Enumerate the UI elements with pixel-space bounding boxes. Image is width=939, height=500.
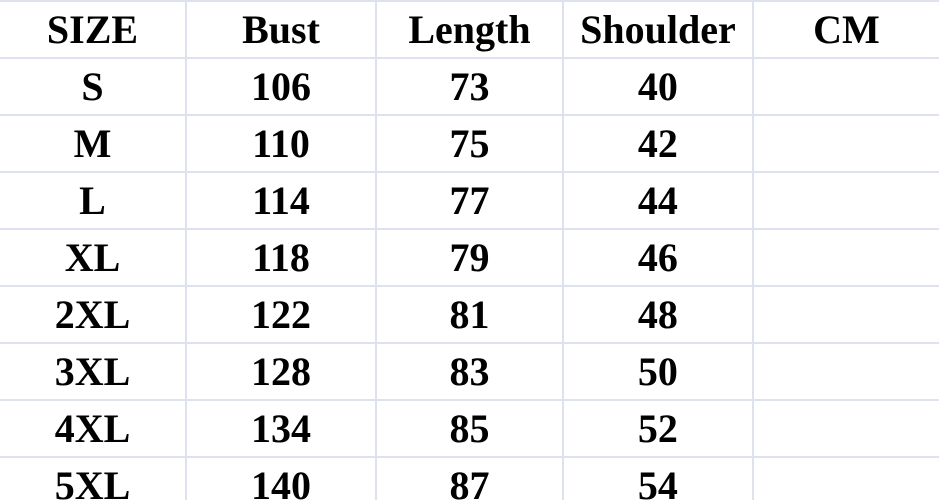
length-cell: 83 [375, 343, 564, 401]
unit-cell [752, 229, 939, 287]
unit-cell [752, 58, 939, 116]
table-row: 5XL 140 87 54 [0, 457, 939, 500]
shoulder-cell: 54 [562, 457, 754, 500]
size-cell: 2XL [0, 286, 188, 344]
table-row: S 106 73 40 [0, 58, 939, 116]
size-cell: XL [0, 229, 188, 287]
length-cell: 87 [375, 457, 564, 500]
size-cell: 5XL [0, 457, 188, 500]
bust-cell: 140 [186, 457, 377, 500]
size-cell: L [0, 172, 188, 230]
shoulder-cell: 46 [562, 229, 754, 287]
table-row: L 114 77 44 [0, 172, 939, 230]
size-cell: 3XL [0, 343, 188, 401]
header-cell-bust: Bust [186, 1, 377, 59]
shoulder-cell: 40 [562, 58, 754, 116]
table-row: 3XL 128 83 50 [0, 343, 939, 401]
bust-cell: 106 [186, 58, 377, 116]
unit-cell [752, 172, 939, 230]
header-cell-unit: CM [752, 1, 939, 59]
shoulder-cell: 52 [562, 400, 754, 458]
bust-cell: 122 [186, 286, 377, 344]
shoulder-cell: 48 [562, 286, 754, 344]
header-cell-shoulder: Shoulder [562, 1, 754, 59]
unit-cell [752, 286, 939, 344]
length-cell: 81 [375, 286, 564, 344]
table-body: S 106 73 40 M 110 75 42 L 114 77 44 XL 118 79 46 2XL 122 8… [0, 58, 939, 500]
shoulder-cell: 44 [562, 172, 754, 230]
table-row: 4XL 134 85 52 [0, 400, 939, 458]
length-cell: 79 [375, 229, 564, 287]
unit-cell [752, 343, 939, 401]
header-row: SIZE Bust Length Shoulder CM [0, 1, 939, 59]
size-cell: S [0, 58, 188, 116]
table-row: XL 118 79 46 [0, 229, 939, 287]
length-cell: 73 [375, 58, 564, 116]
bust-cell: 118 [186, 229, 377, 287]
header-cell-length: Length [375, 1, 564, 59]
table-row: 2XL 122 81 48 [0, 286, 939, 344]
length-cell: 77 [375, 172, 564, 230]
bust-cell: 128 [186, 343, 377, 401]
bust-cell: 134 [186, 400, 377, 458]
size-cell: 4XL [0, 400, 188, 458]
unit-cell [753, 457, 939, 500]
header-cell-size: SIZE [0, 1, 188, 59]
unit-cell [752, 400, 939, 458]
length-cell: 75 [375, 115, 564, 173]
bust-cell: 114 [186, 172, 377, 230]
length-cell: 85 [375, 400, 564, 458]
size-cell: M [0, 115, 188, 173]
shoulder-cell: 50 [562, 343, 754, 401]
shoulder-cell: 42 [562, 115, 754, 173]
bust-cell: 110 [186, 115, 377, 173]
table-row: M 110 75 42 [0, 115, 939, 173]
unit-cell [752, 115, 939, 173]
